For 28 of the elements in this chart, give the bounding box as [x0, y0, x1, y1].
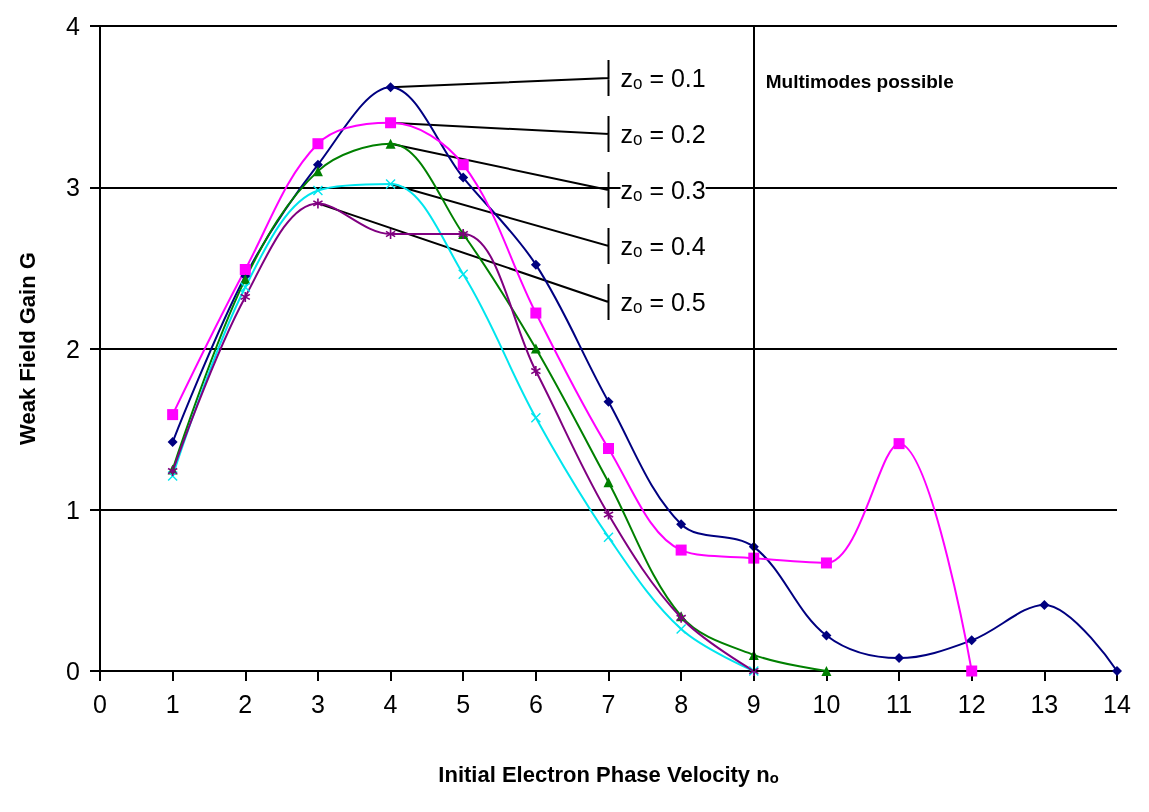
- y-axis-title: Weak Field Gain G: [14, 252, 40, 445]
- y-tick-label: 3: [66, 173, 80, 202]
- x-tick-label: 13: [1030, 689, 1059, 718]
- x-tick-label: 7: [601, 689, 616, 718]
- y-tick-label: 2: [66, 334, 80, 363]
- text: zₒ = 0.2: [620, 120, 706, 148]
- ref-line-label: Multimodes possible: [765, 70, 954, 92]
- x-tick-label: 0: [93, 689, 107, 718]
- y-tick-label: 0: [66, 657, 80, 685]
- x-tick-label: 4: [383, 689, 398, 718]
- y-tick-label: 4: [66, 12, 81, 40]
- text: zₒ = 0.4: [620, 232, 706, 260]
- x-tick-label: 8: [674, 689, 689, 718]
- text: zₒ = 0.3: [620, 176, 706, 204]
- x-tick-label: 3: [310, 689, 325, 718]
- text: zₒ = 0.5: [620, 288, 706, 316]
- x-tick-label: 6: [528, 689, 543, 718]
- x-tick-label: 11: [886, 689, 913, 718]
- x-tick-label: 9: [746, 689, 761, 718]
- x-tick-label: 2: [238, 689, 253, 718]
- x-axis-title: Initial Electron Phase Velocity nₒ: [438, 761, 779, 787]
- y-tick-label: 1: [66, 495, 80, 524]
- x-tick-label: 1: [165, 689, 180, 718]
- x-tick-label: 5: [456, 689, 471, 718]
- x-tick-label: 14: [1103, 689, 1131, 718]
- text: zₒ = 0.1: [620, 64, 706, 92]
- x-tick-label: 10: [812, 689, 841, 718]
- x-tick-label: 12: [957, 689, 986, 718]
